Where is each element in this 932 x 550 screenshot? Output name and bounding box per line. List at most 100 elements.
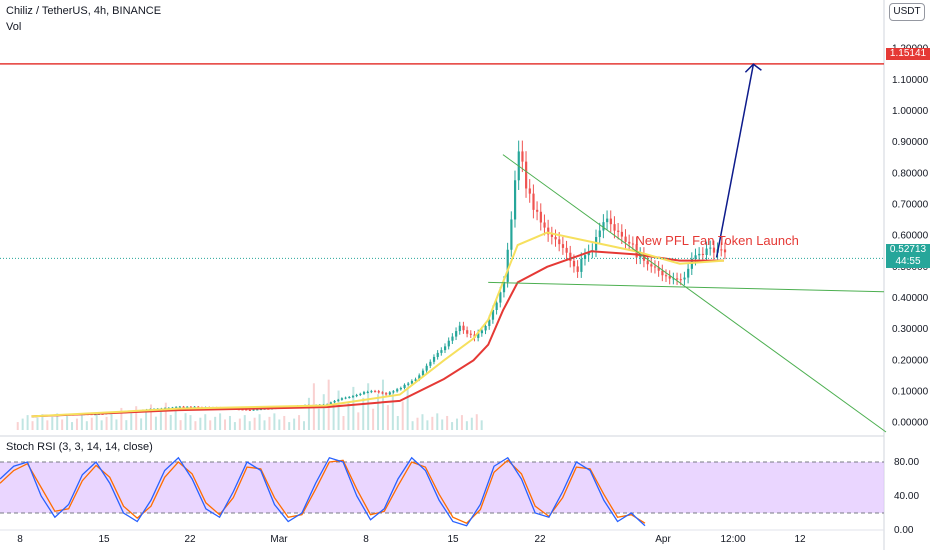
stoch-k-line bbox=[0, 456, 646, 527]
currency-button[interactable]: USDT bbox=[889, 3, 925, 21]
candle-body bbox=[550, 234, 554, 237]
volume-bar bbox=[381, 379, 384, 430]
volume-bar bbox=[61, 419, 64, 430]
candle-body bbox=[399, 387, 402, 390]
candle-body bbox=[491, 310, 495, 320]
volume-bar bbox=[283, 415, 286, 430]
time-tick-label: 15 bbox=[98, 534, 110, 545]
price-tick-label: 0.30000 bbox=[892, 324, 929, 335]
candle-body bbox=[455, 331, 458, 337]
candle-body bbox=[583, 255, 587, 259]
candle-body bbox=[513, 180, 517, 220]
candle-body bbox=[466, 330, 469, 334]
volume-bar bbox=[184, 413, 187, 430]
volume-bar bbox=[362, 397, 365, 430]
candle-body bbox=[444, 346, 447, 351]
candle-body bbox=[469, 333, 472, 335]
candle-body bbox=[547, 227, 550, 235]
candle-body bbox=[668, 276, 671, 279]
grid bbox=[0, 0, 885, 550]
candle-body bbox=[366, 391, 369, 393]
volume-bar bbox=[456, 418, 459, 430]
candle-body bbox=[248, 409, 251, 411]
volume-bar bbox=[401, 401, 404, 430]
candle-body bbox=[359, 393, 362, 395]
stoch-tick-label: 0.00 bbox=[894, 525, 914, 536]
time-tick-label: 8 bbox=[363, 534, 369, 545]
candle-body bbox=[694, 255, 697, 259]
volume-bar bbox=[352, 386, 355, 430]
candle-body bbox=[650, 264, 653, 267]
candle-body bbox=[186, 406, 189, 408]
volume-bar bbox=[460, 415, 463, 430]
volume-bars bbox=[16, 379, 483, 430]
candle-body bbox=[348, 396, 351, 398]
descending-trendline bbox=[502, 154, 887, 433]
candle-body bbox=[709, 247, 712, 249]
volume-bar bbox=[115, 419, 118, 430]
volume-bar bbox=[396, 416, 399, 430]
price-tick-label: 0.20000 bbox=[892, 355, 929, 366]
volume-bar bbox=[80, 415, 83, 430]
volume-bar bbox=[342, 416, 345, 430]
volume-bar bbox=[421, 414, 424, 430]
volume-bar bbox=[100, 420, 103, 430]
volume-bar bbox=[179, 420, 182, 430]
volume-bar bbox=[480, 420, 483, 430]
volume-bar bbox=[154, 416, 157, 430]
price-tick-label: 0.10000 bbox=[892, 386, 929, 397]
volume-bar bbox=[317, 408, 320, 430]
candle-body bbox=[495, 302, 498, 311]
volume-bar bbox=[406, 386, 409, 430]
candle-body bbox=[178, 406, 181, 408]
stoch-rsi-pane bbox=[0, 456, 884, 527]
volume-bar bbox=[189, 415, 192, 430]
volume-bar bbox=[307, 397, 310, 430]
arrow-head bbox=[744, 63, 762, 73]
volume-bar bbox=[332, 405, 335, 430]
candle-body bbox=[429, 361, 432, 366]
candle-body bbox=[653, 266, 657, 268]
candle-body bbox=[241, 409, 244, 411]
candle-body bbox=[613, 224, 616, 231]
candle-body bbox=[606, 218, 609, 223]
candle-body bbox=[385, 393, 388, 395]
candle-body bbox=[712, 247, 716, 253]
candle-body bbox=[598, 230, 601, 238]
ema-fast-line bbox=[31, 231, 725, 418]
volume-bar bbox=[135, 406, 138, 430]
volume-bar bbox=[169, 414, 172, 430]
volume-bar bbox=[238, 418, 241, 430]
volume-bar bbox=[95, 414, 98, 430]
candle-body bbox=[362, 392, 366, 394]
candle-body bbox=[536, 209, 539, 212]
time-tick-label: 22 bbox=[184, 534, 196, 545]
time-tick-label: 8 bbox=[17, 534, 23, 545]
volume-bar bbox=[31, 421, 34, 430]
volume-bar bbox=[303, 421, 306, 430]
candle-body bbox=[525, 161, 528, 189]
candle-body bbox=[477, 333, 480, 338]
candle-body bbox=[197, 406, 200, 408]
candle-body bbox=[370, 391, 373, 393]
volume-bar bbox=[268, 416, 271, 430]
moving-averages bbox=[31, 231, 725, 418]
candle-body bbox=[510, 219, 513, 250]
candle-body bbox=[561, 244, 565, 248]
candle-body bbox=[392, 391, 395, 393]
candle-body bbox=[484, 325, 487, 331]
candle-body bbox=[355, 394, 358, 397]
volume-bar bbox=[298, 415, 301, 430]
candle-body bbox=[175, 406, 178, 408]
candle-body bbox=[377, 391, 380, 393]
candle-body bbox=[528, 188, 531, 194]
time-tick-label: Apr bbox=[655, 534, 671, 545]
volume-bar bbox=[357, 412, 360, 430]
candle-body bbox=[624, 236, 627, 242]
price-tick-label: 0.80000 bbox=[892, 168, 929, 179]
volume-bar bbox=[436, 413, 439, 430]
candle-body bbox=[569, 252, 572, 261]
volume-bar bbox=[51, 416, 54, 430]
candle-body bbox=[565, 247, 568, 253]
